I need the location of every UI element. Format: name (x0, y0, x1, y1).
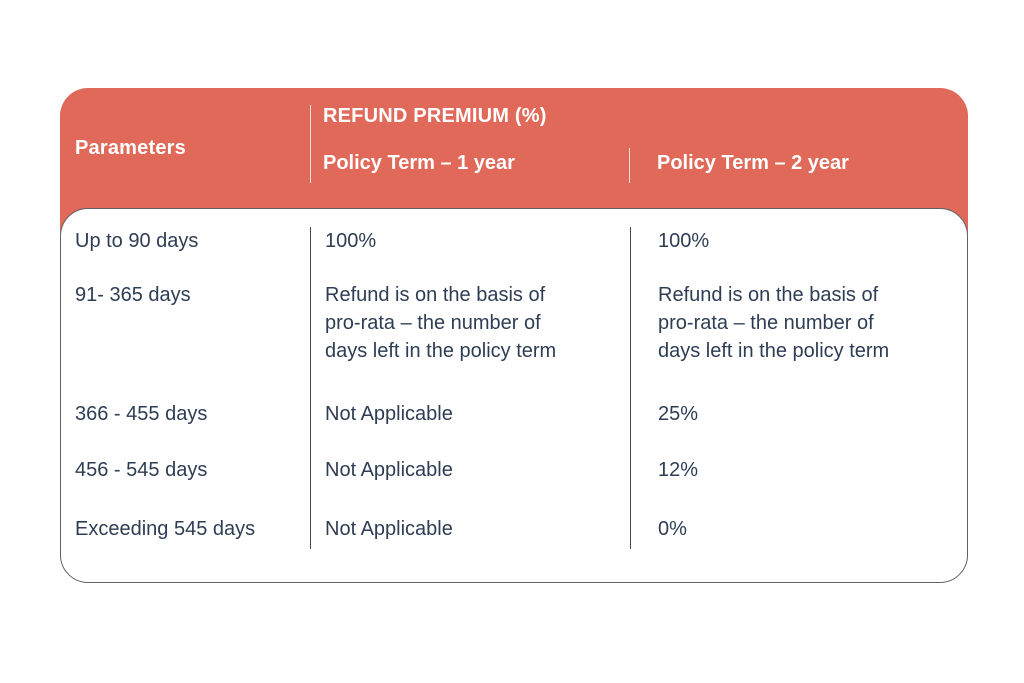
row-term2-cell: Refund is on the basis of pro-rata – the… (630, 281, 896, 400)
table-body-card: Up to 90 days 100% 100% 91- 365 days Ref… (60, 208, 968, 583)
refund-table-card: Parameters REFUND PREMIUM (%) Policy Ter… (60, 88, 968, 583)
header-refund-group: REFUND PREMIUM (%) Policy Term – 1 year … (310, 105, 968, 183)
refund-premium-group-title: REFUND PREMIUM (%) (323, 105, 547, 127)
row-term1-cell: Refund is on the basis of pro-rata – the… (310, 281, 576, 400)
policy-term-2-year-header: Policy Term – 2 year (629, 148, 968, 183)
header-parameters-column: Parameters (60, 88, 310, 208)
row-parameter-cell: 366 - 455 days (75, 403, 208, 425)
pro-rata-note-term1: Refund is on the basis of pro-rata – the… (325, 284, 557, 362)
parameters-header-label: Parameters (75, 136, 186, 159)
row-term1-cell: Not Applicable (310, 456, 630, 515)
row-term1-cell: Not Applicable (310, 400, 630, 456)
row-term2-cell: 12% (630, 456, 967, 515)
row-parameter-cell: 91- 365 days (75, 284, 191, 306)
row-term2-cell: 100% (630, 227, 967, 281)
row-parameter-cell: Exceeding 545 days (75, 518, 256, 540)
policy-term-subheader-row: Policy Term – 1 year Policy Term – 2 yea… (323, 148, 968, 183)
row-parameter-cell: Up to 90 days (75, 230, 199, 252)
row-parameter-cell: 456 - 545 days (75, 459, 208, 481)
row-term2-cell: 25% (630, 400, 967, 456)
policy-term-1-year-header: Policy Term – 1 year (323, 152, 515, 174)
row-term1-cell: 100% (310, 227, 630, 281)
table-body-grid: Up to 90 days 100% 100% 91- 365 days Ref… (61, 227, 967, 549)
row-term1-cell: Not Applicable (310, 515, 630, 549)
pro-rata-note-term2: Refund is on the basis of pro-rata – the… (658, 284, 890, 362)
row-term2-cell: 0% (630, 515, 967, 549)
